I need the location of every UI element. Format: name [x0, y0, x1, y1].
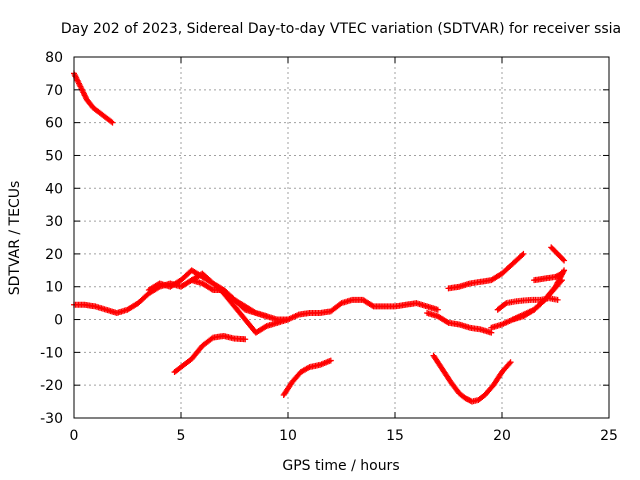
x-tick-label: 25	[600, 428, 618, 444]
data-point	[558, 270, 565, 277]
data-point	[507, 359, 514, 366]
plot-frame	[73, 56, 610, 419]
y-tick-label: -10	[40, 345, 63, 361]
series-arc-8	[424, 309, 495, 336]
y-tick-label: 60	[45, 116, 63, 132]
data-point	[208, 335, 215, 342]
x-axis-label: GPS time / hours	[282, 458, 399, 474]
data-point	[561, 257, 568, 264]
axis-ticks: 0 5 10 15 20 25 -30 -20 -10 0 10 20 30 40 50 60 70 80	[40, 50, 618, 444]
y-tick-label: 10	[45, 280, 63, 296]
y-tick-label: 50	[45, 148, 63, 164]
y-tick-label: 0	[54, 313, 63, 329]
data-point	[208, 286, 215, 293]
series-arc-3	[145, 267, 291, 323]
data-point	[327, 357, 334, 364]
x-tick-label: 15	[386, 428, 404, 444]
data-point	[561, 267, 568, 274]
x-tick-label: 20	[493, 428, 511, 444]
y-tick-label: -20	[40, 378, 63, 394]
data-point	[554, 296, 561, 303]
data-point	[285, 316, 291, 323]
series-arc-9	[445, 250, 527, 292]
series-arc-14	[531, 270, 565, 284]
data-point	[557, 271, 564, 278]
data-points	[71, 70, 568, 405]
x-tick-label: 5	[177, 428, 186, 444]
y-tick-label: -30	[40, 411, 63, 427]
series-arc-13	[548, 244, 568, 264]
y-axis-label: SDTVAR / TECUs	[7, 181, 23, 296]
data-point	[519, 252, 526, 259]
y-tick-label: 70	[45, 83, 63, 99]
series-arc-1	[71, 70, 116, 126]
series-arc-6	[280, 357, 334, 399]
chart-title: Day 202 of 2023, Sidereal Day-to-day VTE…	[61, 21, 621, 37]
data-point	[251, 309, 258, 316]
data-point	[262, 323, 269, 330]
series-arc-2	[71, 270, 441, 336]
y-tick-label: 80	[45, 50, 63, 66]
series-arc-5	[171, 332, 249, 376]
data-point	[502, 301, 509, 308]
x-tick-label: 0	[70, 428, 79, 444]
data-point	[263, 313, 270, 320]
series-arc-7	[430, 352, 514, 405]
data-point	[369, 302, 376, 309]
data-point	[108, 118, 115, 125]
x-tick-label: 10	[279, 428, 297, 444]
data-point	[242, 336, 249, 343]
y-tick-label: 40	[45, 181, 63, 197]
data-point	[434, 306, 441, 313]
data-point	[444, 319, 451, 326]
data-point	[559, 256, 566, 263]
data-point	[520, 250, 527, 257]
grid-lines	[74, 57, 609, 418]
y-tick-label: 30	[45, 214, 63, 230]
series-arc-10	[494, 295, 561, 313]
series-arc-4	[188, 277, 270, 320]
data-point	[506, 360, 513, 367]
y-tick-label: 20	[45, 247, 63, 263]
data-point	[109, 119, 116, 126]
